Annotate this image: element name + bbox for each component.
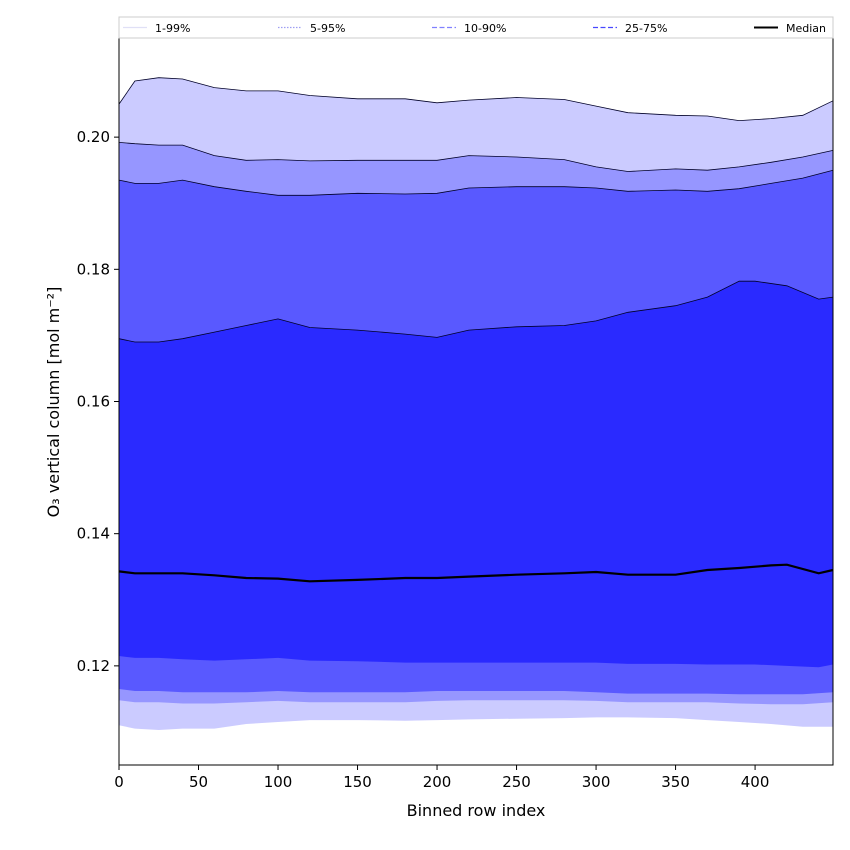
y-tick-label: 0.12: [77, 657, 110, 675]
x-axis-label: Binned row index: [407, 801, 546, 820]
x-tick-label: 400: [741, 773, 770, 791]
y-tick-label: 0.18: [77, 260, 110, 278]
x-axis: 0 50 100 150 200 250 300 350 400: [114, 765, 769, 791]
band-upper-edge-10-90%: [118, 169, 834, 196]
band-upper-edge-25-75%: [118, 280, 834, 343]
y-tick-label: 0.16: [77, 393, 110, 411]
x-tick-label: 300: [582, 773, 611, 791]
x-tick-label: 50: [189, 773, 208, 791]
y-axis: 0.12 0.14 0.16 0.18 0.20: [77, 128, 119, 675]
band-upper-edge-5-95%: [118, 142, 834, 172]
x-tick-label: 350: [661, 773, 690, 791]
y-tick-label: 0.20: [77, 128, 110, 146]
x-tick-label: 150: [343, 773, 372, 791]
x-tick-label: 0: [114, 773, 124, 791]
y-axis-label: O₃ vertical column [mol m⁻²]: [44, 287, 63, 518]
median-line-group: [118, 563, 834, 583]
legend-label: 25-75%: [625, 22, 667, 35]
legend-label: 5-95%: [310, 22, 345, 35]
band-25-75%: [119, 281, 833, 668]
legend-label: Median: [786, 22, 826, 35]
y-tick-label: 0.14: [77, 525, 110, 543]
x-tick-label: 100: [264, 773, 293, 791]
legend: 1-99% 5-95% 10-90% 25-75% Median: [118, 16, 834, 39]
legend-label: 1-99%: [155, 22, 190, 35]
legend-label: 10-90%: [464, 22, 506, 35]
legend-box: [118, 16, 834, 39]
band-upper-edge-1-99%: [118, 77, 834, 122]
band-areas: [118, 77, 834, 730]
x-tick-label: 200: [423, 773, 452, 791]
x-tick-label: 250: [502, 773, 531, 791]
median-line: [118, 563, 834, 583]
